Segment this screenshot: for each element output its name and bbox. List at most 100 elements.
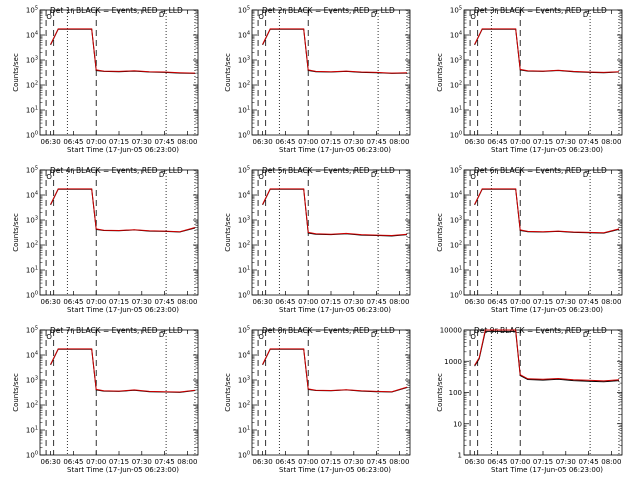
y-axis-label: Counts/sec (224, 53, 232, 92)
x-tick-label: 06:45 (487, 138, 507, 146)
chart-panel: Det 3r BLACK = Events, RED = LLD Counts/s… (436, 6, 623, 154)
y-tick-label: 1000 (444, 358, 462, 366)
x-tick-label: 06:45 (487, 458, 507, 466)
x-tick-label: 08:00 (601, 138, 621, 146)
x-axis-label: Start Time (17-Jun-05 06:23:00) (491, 146, 603, 154)
x-tick-label: 06:30 (253, 298, 273, 306)
x-axis-label: Start Time (17-Jun-05 06:23:00) (67, 466, 179, 474)
y-tick-label: 101 (450, 106, 462, 115)
x-tick-label: 07:00 (298, 138, 318, 146)
x-tick-label: 06:45 (63, 458, 83, 466)
marker-square: D (583, 331, 588, 339)
marker-square: D (583, 11, 588, 19)
marker-circle: O (470, 333, 476, 341)
x-tick-label: 06:30 (253, 138, 273, 146)
x-tick-label: 07:30 (344, 298, 364, 306)
series-line-events (474, 28, 620, 74)
y-tick-label: 101 (238, 266, 250, 275)
y-axis-label: Counts/sec (436, 53, 444, 92)
x-tick-label: 07:00 (298, 298, 318, 306)
y-tick-label: 104 (238, 31, 250, 40)
marker-circle: O (470, 173, 476, 181)
x-tick-label: 07:30 (132, 458, 152, 466)
y-tick-label: 101 (26, 266, 38, 275)
series-line-events (474, 330, 620, 383)
y-tick-label: 102 (238, 401, 250, 410)
x-axis-label: Start Time (17-Jun-05 06:23:00) (279, 466, 391, 474)
chart-title: Det 4r BLACK = Events, RED = LLD (50, 166, 183, 175)
x-tick-label: 08:00 (177, 458, 197, 466)
x-tick-label: 07:00 (298, 458, 318, 466)
x-tick-label: 07:30 (556, 458, 576, 466)
y-tick-label: 102 (238, 81, 250, 90)
y-axis-label: Counts/sec (436, 213, 444, 252)
chart-panel: Det 6r BLACK = Events, RED = LLD Counts/s… (436, 166, 623, 314)
plot-frame (463, 329, 623, 456)
y-tick-label: 1 (458, 452, 462, 460)
x-tick-label: 07:15 (533, 138, 553, 146)
x-tick-label: 07:15 (109, 298, 129, 306)
x-tick-label: 07:30 (344, 138, 364, 146)
x-tick-label: 07:15 (321, 298, 341, 306)
y-tick-label: 100 (238, 451, 250, 460)
chart-title: Det 1r BLACK = Events, RED = LLD (50, 6, 183, 15)
x-tick-label: 07:00 (510, 458, 530, 466)
x-tick-label: 07:45 (366, 138, 386, 146)
y-tick-label: 105 (26, 166, 38, 175)
y-tick-label: 105 (238, 326, 250, 335)
y-tick-label: 105 (238, 6, 250, 15)
chart-panel: Det 9r BLACK = Events, RED = LLD Counts/s… (436, 326, 623, 474)
chart-title: Det 7r BLACK = Events, RED = LLD (50, 326, 183, 335)
y-axis-label: Counts/sec (12, 373, 20, 412)
marker-square: D (371, 11, 376, 19)
x-tick-label: 07:30 (132, 138, 152, 146)
chart-panel: Det 7r BLACK = Events, RED = LLD Counts/s… (12, 326, 199, 474)
series-line-events (50, 28, 196, 74)
chart-title: Det 6r BLACK = Events, RED = LLD (474, 166, 607, 175)
series-line-lld (50, 188, 196, 233)
y-tick-label: 102 (450, 81, 462, 90)
marker-circle: O (46, 333, 52, 341)
y-tick-label: 103 (238, 216, 250, 225)
y-tick-label: 103 (26, 376, 38, 385)
x-tick-label: 06:45 (275, 298, 295, 306)
chart-panel: Det 5r BLACK = Events, RED = LLD Counts/s… (224, 166, 411, 314)
y-tick-label: 104 (26, 351, 38, 360)
chart-panel: Det 4r BLACK = Events, RED = LLD Counts/s… (12, 166, 199, 314)
x-tick-label: 07:15 (321, 458, 341, 466)
y-tick-label: 102 (26, 401, 38, 410)
y-axis-label: Counts/sec (436, 373, 444, 412)
y-tick-label: 103 (450, 216, 462, 225)
marker-circle: O (46, 173, 52, 181)
series-line-lld (262, 28, 408, 74)
y-tick-label: 104 (238, 351, 250, 360)
marker-square: D (371, 331, 376, 339)
x-tick-label: 07:30 (556, 298, 576, 306)
x-tick-label: 06:30 (253, 458, 273, 466)
x-tick-label: 07:15 (321, 138, 341, 146)
x-tick-label: 06:30 (465, 138, 485, 146)
marker-square: D (159, 11, 164, 19)
x-axis-label: Start Time (17-Jun-05 06:23:00) (67, 146, 179, 154)
x-tick-label: 07:00 (86, 298, 106, 306)
y-tick-label: 101 (26, 106, 38, 115)
y-tick-label: 103 (238, 56, 250, 65)
marker-circle: O (258, 173, 264, 181)
chart-title: Det 5r BLACK = Events, RED = LLD (262, 166, 395, 175)
x-tick-label: 06:30 (465, 458, 485, 466)
x-tick-label: 06:45 (275, 138, 295, 146)
x-tick-label: 07:45 (154, 138, 174, 146)
x-tick-label: 07:15 (109, 138, 129, 146)
y-tick-label: 100 (450, 131, 462, 140)
x-tick-label: 06:30 (465, 298, 485, 306)
series-line-events (262, 28, 408, 74)
chart-title: Det 3r BLACK = Events, RED = LLD (474, 6, 607, 15)
y-tick-label: 100 (450, 291, 462, 300)
x-tick-label: 07:15 (533, 458, 553, 466)
x-tick-label: 08:00 (177, 138, 197, 146)
series-line-lld (474, 28, 620, 73)
x-tick-label: 08:00 (601, 298, 621, 306)
series-line-lld (262, 188, 408, 237)
y-tick-label: 100 (238, 291, 250, 300)
